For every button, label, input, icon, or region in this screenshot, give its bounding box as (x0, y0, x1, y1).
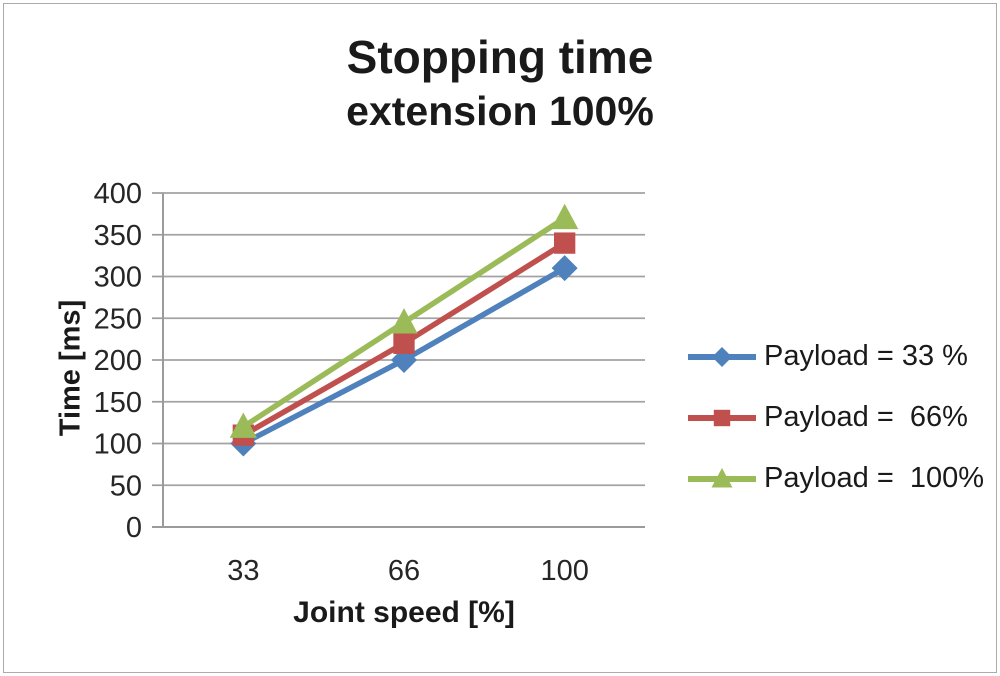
legend-item: Payload = 100% (686, 448, 984, 509)
legend-label: Payload = 33 % (764, 340, 968, 372)
chart-subtitle: extension 100% (346, 88, 654, 134)
x-tick-label: 66 (388, 555, 420, 587)
y-tick-label: 250 (94, 303, 142, 335)
y-tick-label: 300 (94, 262, 142, 294)
square-marker (554, 232, 576, 254)
legend-swatch (688, 409, 756, 426)
x-tick-label: 33 (227, 555, 259, 587)
triangle-marker (390, 308, 418, 334)
y-tick-label: 350 (94, 220, 142, 252)
legend: Payload = 33 % Payload = 66% Payload = 100… (686, 326, 984, 509)
chart-title: Stopping time (346, 31, 654, 83)
y-tick-label: 400 (94, 178, 142, 210)
legend-swatch (688, 346, 756, 367)
image-border (3, 3, 997, 673)
legend-label: Payload = 66% (764, 401, 968, 433)
diamond-marker (712, 346, 732, 367)
square-marker (713, 409, 731, 426)
square-marker (393, 332, 415, 354)
diamond-marker (551, 255, 578, 282)
x-tick-label: 100 (540, 555, 588, 587)
triangle-marker (551, 203, 579, 230)
legend-label: Payload = 100% (764, 462, 985, 494)
y-tick-label: 0 (126, 512, 142, 544)
legend-item: Payload = 66% (686, 387, 984, 448)
triangle-marker (711, 467, 733, 487)
y-tick-label: 50 (110, 470, 142, 502)
x-axis-title: Joint speed [%] (293, 596, 515, 629)
y-tick-label: 100 (94, 429, 142, 461)
y-tick-label: 200 (94, 345, 142, 377)
y-tick-label: 150 (94, 387, 142, 419)
triangle-marker (229, 412, 257, 438)
legend-swatch (688, 467, 756, 487)
legend-item: Payload = 33 % (686, 326, 984, 387)
